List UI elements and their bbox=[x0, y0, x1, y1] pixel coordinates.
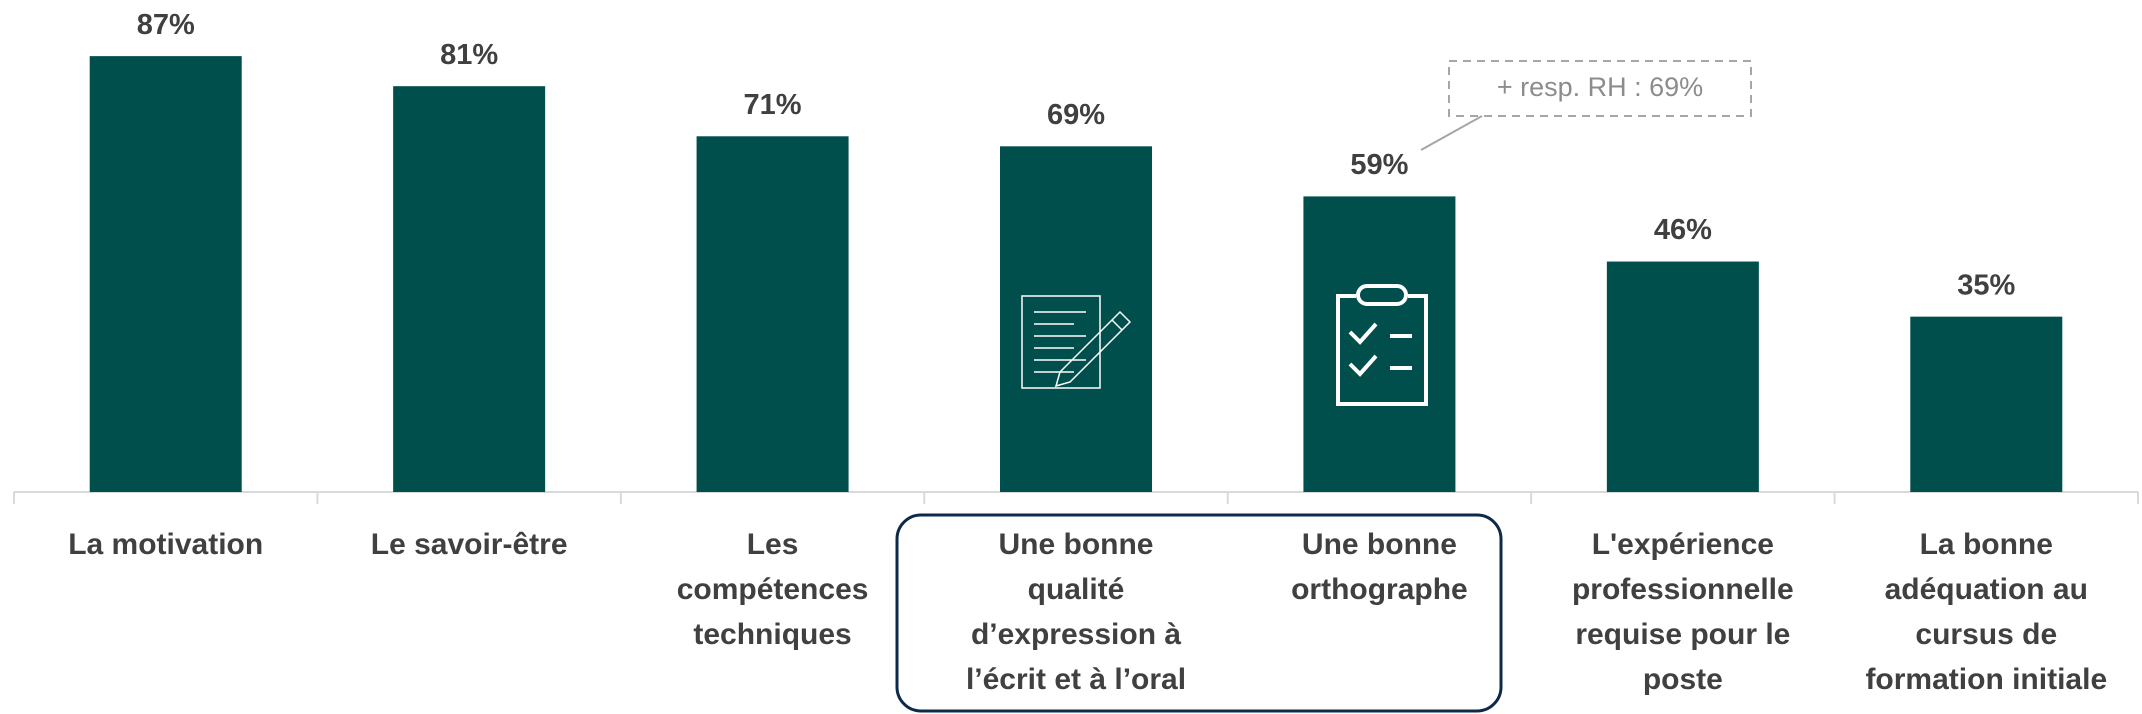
value-label: 81% bbox=[440, 39, 498, 71]
value-label: 87% bbox=[137, 9, 195, 41]
icon-part bbox=[1356, 284, 1408, 306]
bar bbox=[1000, 146, 1152, 492]
x-tick-label: Une bonne orthographe bbox=[1291, 528, 1468, 606]
bar bbox=[393, 86, 546, 492]
highlight-box bbox=[895, 513, 1503, 713]
x-tick-label: Les compétences techniques bbox=[676, 528, 869, 651]
clipboard-icon bbox=[1336, 284, 1428, 406]
value-label: 69% bbox=[1047, 99, 1105, 131]
bar bbox=[1606, 261, 1759, 492]
value-label: 46% bbox=[1654, 214, 1712, 246]
icon-part bbox=[1336, 294, 1428, 406]
icon-part bbox=[1348, 322, 1412, 377]
bar bbox=[1303, 196, 1456, 492]
x-tick-label: La motivation bbox=[68, 528, 264, 561]
value-label: 59% bbox=[1350, 149, 1408, 181]
x-tick-label: La bonne adéquation au cursus de formati… bbox=[1865, 528, 2108, 696]
x-tick-label: Le savoir-être bbox=[370, 528, 568, 561]
icon-part bbox=[1054, 310, 1132, 388]
document-pen-icon bbox=[1021, 295, 1132, 389]
icon-part bbox=[1021, 295, 1101, 389]
annotation-leader bbox=[1420, 115, 1483, 151]
bar bbox=[696, 136, 849, 493]
value-label: 35% bbox=[1957, 269, 2015, 301]
bar bbox=[89, 56, 242, 492]
annotation-box bbox=[1448, 60, 1752, 117]
x-tick-label: L'expérience professionnelle requise pou… bbox=[1571, 528, 1794, 696]
value-label: 71% bbox=[744, 89, 802, 121]
annotation: + resp. RH : 69% bbox=[1497, 72, 1703, 102]
bar bbox=[1910, 316, 2063, 492]
x-tick-label: Une bonne qualité d’expression à l’écrit… bbox=[965, 528, 1187, 696]
